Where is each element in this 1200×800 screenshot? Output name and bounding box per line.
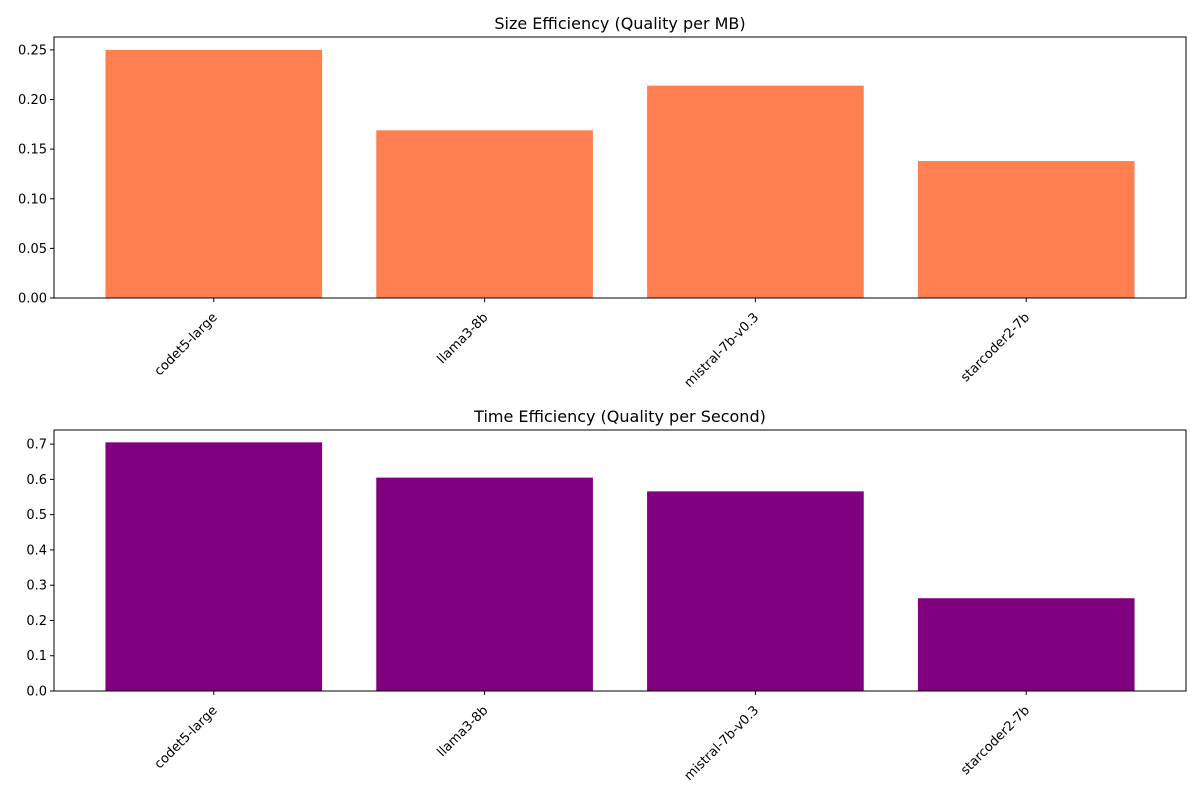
chart-time-efficiency: Time Efficiency (Quality per Second) 0.0… xyxy=(26,407,1187,784)
y-tick-label: 0.3 xyxy=(26,579,47,594)
y-tick-label: 0.25 xyxy=(18,43,47,58)
y-tick-label: 0.20 xyxy=(18,93,47,108)
y-tick-label: 0.1 xyxy=(26,649,47,664)
axes-frame xyxy=(53,429,1187,692)
bar-mistral-7b-v0.3 xyxy=(647,491,864,691)
bar-starcoder2-7b xyxy=(917,161,1135,298)
chart-title: Size Efficiency (Quality per MB) xyxy=(494,14,745,33)
axes-frame xyxy=(53,36,1187,299)
y-tick-label: 0.10 xyxy=(18,192,47,207)
y-tick-label: 0.15 xyxy=(18,143,47,158)
y-tick-label: 0.00 xyxy=(18,292,47,307)
chart-title: Time Efficiency (Quality per Second) xyxy=(473,407,766,426)
bar-mistral-7b-v0.3 xyxy=(647,85,864,298)
y-tick-label: 0.5 xyxy=(26,508,47,523)
bar-codet5-large xyxy=(105,442,323,691)
y-tick-label: 0.7 xyxy=(26,438,47,453)
y-tick-label: 0.2 xyxy=(26,614,47,629)
y-tick-label: 0.05 xyxy=(18,242,47,257)
bar-starcoder2-7b xyxy=(917,598,1135,691)
bar-codet5-large xyxy=(105,49,323,299)
y-tick-label: 0.6 xyxy=(26,473,47,488)
bar-llama3-8b xyxy=(376,477,593,691)
y-tick-label: 0.4 xyxy=(26,543,47,558)
bar-llama3-8b xyxy=(376,130,593,298)
y-tick-label: 0.0 xyxy=(26,685,47,700)
chart-size-efficiency: Size Efficiency (Quality per MB) 0.00 0.0… xyxy=(18,14,1187,391)
